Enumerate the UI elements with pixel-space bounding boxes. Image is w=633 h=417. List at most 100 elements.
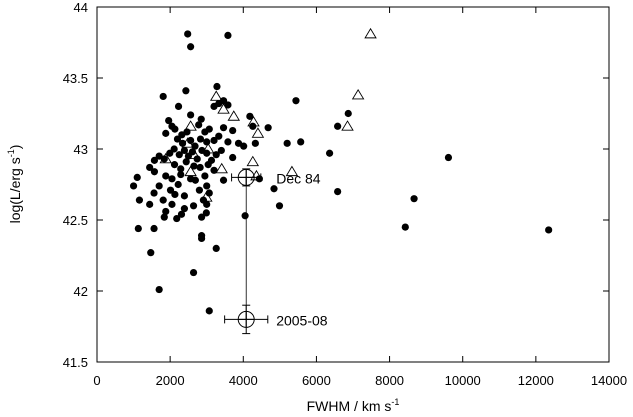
data-point-triangle xyxy=(285,165,299,177)
data-point-circle xyxy=(182,87,190,95)
data-point-circle xyxy=(210,166,218,174)
data-point-circle xyxy=(173,135,182,143)
data-point-circle xyxy=(197,115,205,123)
data-point-circle xyxy=(196,163,204,172)
data-point-circle xyxy=(171,190,179,199)
data-point-circle xyxy=(229,126,237,135)
data-point-triangle xyxy=(246,155,260,167)
data-point-circle xyxy=(224,31,232,39)
data-point-circle xyxy=(174,102,183,110)
data-point-circle xyxy=(177,165,185,173)
data-point-triangle xyxy=(247,115,260,127)
data-point-circle xyxy=(197,234,206,243)
data-point-circle xyxy=(190,162,198,170)
data-point-circle xyxy=(215,132,223,140)
data-point-circle xyxy=(203,138,211,146)
data-point-circle xyxy=(165,117,173,125)
data-point-circle xyxy=(241,212,249,220)
y-tick-label: 42 xyxy=(74,284,88,299)
data-point-circle xyxy=(135,196,144,204)
data-point-circle xyxy=(203,182,211,190)
data-point-triangle xyxy=(200,191,213,202)
data-point-circle xyxy=(344,109,352,118)
x-tick-label: 2000 xyxy=(156,373,185,388)
data-point-circle xyxy=(146,163,154,172)
data-point-circle xyxy=(270,185,278,193)
data-point-circle xyxy=(246,112,254,120)
data-point-triangle xyxy=(159,152,173,164)
data-point-circle xyxy=(191,142,199,150)
data-point-circle xyxy=(162,172,170,180)
data-point-circle xyxy=(204,161,212,169)
data-point-circle xyxy=(191,176,199,184)
data-point-circle xyxy=(147,249,155,257)
data-point-circle xyxy=(334,122,342,130)
data-point-circle xyxy=(292,97,300,105)
x-tick-label: 0 xyxy=(93,373,100,388)
data-point-circle xyxy=(173,214,181,223)
data-point-circle xyxy=(251,139,259,147)
data-point-triangle xyxy=(364,27,377,39)
data-point-circle xyxy=(175,151,183,159)
data-point-circle xyxy=(177,210,186,218)
highlighted-points: Dec 84 2005-08 xyxy=(224,168,328,335)
y-tick-labels: 41.5 42 42.5 43 43.5 44 xyxy=(63,0,88,370)
series-filled-circles xyxy=(129,30,553,315)
y-tick-label: 43 xyxy=(74,142,88,157)
data-point-circle xyxy=(196,135,205,143)
data-point-circle xyxy=(184,30,192,38)
data-point-triangle xyxy=(215,162,228,174)
data-point-circle xyxy=(160,155,168,163)
data-point-circle xyxy=(444,153,453,162)
y-tick-label: 43.5 xyxy=(63,71,88,86)
data-point-circle xyxy=(180,205,189,213)
data-point-circle xyxy=(189,202,198,210)
data-point-circle xyxy=(162,129,170,137)
data-point-circle xyxy=(283,139,291,147)
data-point-circle xyxy=(187,136,195,145)
data-point-triangle xyxy=(184,165,197,177)
y-tick-label: 42.5 xyxy=(63,213,88,228)
data-point-circle xyxy=(183,128,191,136)
data-point-circle xyxy=(210,136,218,145)
data-point-circle xyxy=(146,200,154,208)
data-point-circle xyxy=(202,209,210,217)
data-point-circle xyxy=(180,192,189,200)
data-point-circle xyxy=(187,43,195,51)
x-tick-label: 4000 xyxy=(229,373,258,388)
data-point-circle xyxy=(229,153,237,162)
data-point-circle xyxy=(219,124,228,132)
data-point-circle xyxy=(155,285,163,294)
x-tick-label: 8000 xyxy=(375,373,404,388)
data-point-triangle xyxy=(201,142,215,154)
data-point-triangle xyxy=(181,137,194,148)
data-point-circle xyxy=(160,213,168,221)
data-point-circle xyxy=(150,168,159,176)
data-point-circle xyxy=(219,176,228,184)
data-point-circle xyxy=(410,195,418,203)
data-point-circle xyxy=(205,307,213,315)
plot-frame xyxy=(96,6,610,363)
data-point-circle xyxy=(334,188,342,196)
data-point-circle xyxy=(224,138,232,146)
y-tick-label: 41.5 xyxy=(63,355,88,370)
x-tick-label: 6000 xyxy=(302,373,331,388)
data-point-circle xyxy=(129,182,138,190)
data-point-circle xyxy=(197,213,206,221)
data-point-triangle xyxy=(341,120,354,131)
x-tick-label: 10000 xyxy=(445,373,481,388)
data-point-circle xyxy=(170,161,179,169)
data-point-circle xyxy=(275,202,284,210)
data-point-triangle xyxy=(227,110,241,121)
data-point-circle xyxy=(159,92,167,101)
data-point-circle xyxy=(168,175,176,183)
data-point-triangle xyxy=(217,103,230,114)
data-point-circle xyxy=(203,200,211,208)
highlight-label: Dec 84 xyxy=(276,170,321,186)
data-point-circle xyxy=(180,146,189,155)
data-point-circle xyxy=(150,189,158,197)
highlight-label: 2005-08 xyxy=(276,312,328,328)
series-open-triangles xyxy=(159,27,377,202)
highlight-point-2: 2005-08 xyxy=(224,304,328,335)
x-tick-label: 14000 xyxy=(591,373,627,388)
